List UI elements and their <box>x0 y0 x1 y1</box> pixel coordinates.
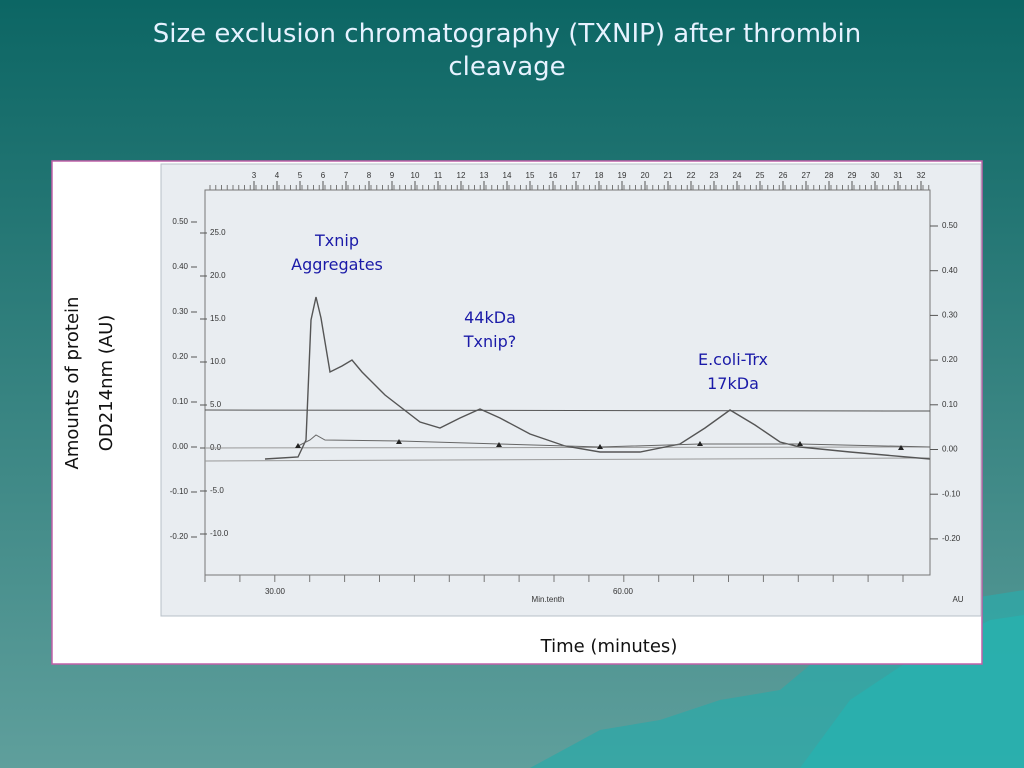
unit-label: Min.tenth <box>532 595 565 604</box>
tick-label: 0.00 <box>172 442 188 451</box>
tick-label: 0.20 <box>172 352 188 361</box>
tick-label: -0.10 <box>942 489 961 498</box>
absorbance-trace <box>264 296 931 460</box>
secondary-trace <box>297 434 931 448</box>
tick-label: 30.00 <box>265 587 286 596</box>
tick-label: -0.20 <box>942 534 961 543</box>
tick-label: 30 <box>871 171 880 180</box>
tick-label: 27 <box>802 171 811 180</box>
tick-label: 12 <box>457 171 466 180</box>
tick-label: 26 <box>779 171 788 180</box>
tick-label: 0.30 <box>942 311 958 320</box>
tick-label: 15 <box>526 171 535 180</box>
tick-label: 7 <box>344 171 349 180</box>
tick-label: 14 <box>503 171 512 180</box>
y-axis-label: Amounts of protein <box>62 297 83 470</box>
unit-label: AU <box>952 595 963 604</box>
scan-axes: 0.50 0.40 0.30 0.20 0.10 0.00 -0.10 -0.20 25.0 20… <box>170 171 964 604</box>
tick-label: 3 <box>252 171 257 180</box>
tick-label: 0.50 <box>172 217 188 226</box>
tick-label: 20.0 <box>210 271 226 280</box>
tick-label: 9 <box>390 171 395 180</box>
tick-label: 10.0 <box>210 357 226 366</box>
tick-label: 0.10 <box>942 400 958 409</box>
tick-label: 32 <box>917 171 926 180</box>
tick-label: 21 <box>664 171 673 180</box>
annotation: Txnip <box>314 231 359 250</box>
tick-label: 4 <box>275 171 280 180</box>
tick-label: -5.0 <box>210 486 224 495</box>
tick-label: 0.20 <box>942 355 958 364</box>
tick-label: -0.20 <box>170 532 189 541</box>
fraction-markers <box>295 439 904 450</box>
annotation: Aggregates <box>291 255 383 274</box>
tick-label: 18 <box>595 171 604 180</box>
tick-label: 17 <box>572 171 581 180</box>
tick-label: 0.50 <box>942 221 958 230</box>
tick-label: 0.00 <box>942 445 958 454</box>
tick-label: 0.30 <box>172 307 188 316</box>
title: Size exclusion chromatography (TXNIP) af… <box>153 19 862 49</box>
tick-label: -10.0 <box>210 529 229 538</box>
annotation: 44kDa <box>464 308 516 327</box>
tick-label: 15.0 <box>210 314 226 323</box>
tick-label: 6 <box>321 171 326 180</box>
y-axis-label: OD214nm (AU) <box>96 315 117 452</box>
tick-label: 0.40 <box>172 262 188 271</box>
annotation: Txnip? <box>463 332 516 351</box>
tick-label: 20 <box>641 171 650 180</box>
tick-label: 13 <box>480 171 489 180</box>
tick-label: 23 <box>710 171 719 180</box>
tick-label: 5.0 <box>210 400 222 409</box>
annotation: E.coli-Trx <box>698 350 768 369</box>
tick-label: 24 <box>733 171 742 180</box>
tick-label: 19 <box>618 171 627 180</box>
tick-label: -0.10 <box>170 487 189 496</box>
reference-line <box>204 409 931 412</box>
annotation: 17kDa <box>707 374 759 393</box>
tick-label: 31 <box>894 171 903 180</box>
scan-area <box>160 163 982 617</box>
tick-label: 8 <box>367 171 372 180</box>
x-axis-label: Time (minutes) <box>540 636 678 657</box>
reference-line <box>204 457 931 462</box>
title: cleavage <box>448 52 565 82</box>
tick-label: 0.40 <box>942 266 958 275</box>
tick-label: 29 <box>848 171 857 180</box>
tick-label: 5 <box>298 171 303 180</box>
tick-label: 16 <box>549 171 558 180</box>
tick-label: 11 <box>434 171 443 180</box>
tick-label: 0.10 <box>172 397 188 406</box>
tick-label: 22 <box>687 171 696 180</box>
tick-label: 60.00 <box>613 587 634 596</box>
tick-label: 10 <box>411 171 420 180</box>
tick-label: 25.0 <box>210 228 226 237</box>
tick-label: 25 <box>756 171 765 180</box>
tick-label: 28 <box>825 171 834 180</box>
reference-line <box>204 446 931 449</box>
plot-frame <box>204 189 931 576</box>
